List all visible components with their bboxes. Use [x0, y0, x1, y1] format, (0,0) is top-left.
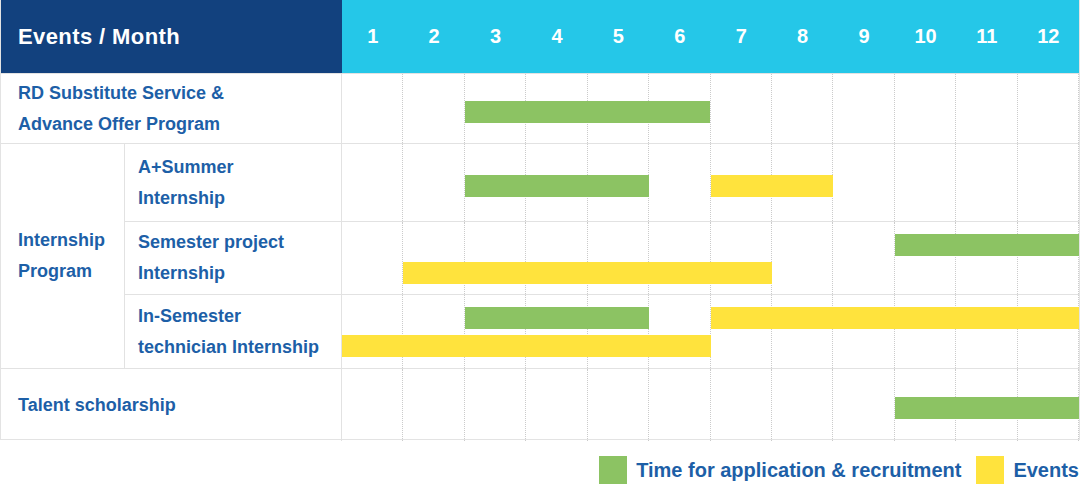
gantt-bar-yellow	[342, 335, 711, 357]
internship-program-group: Internship Program A+Summer Internship S…	[1, 143, 1079, 368]
legend: Time for application & recruitment Event…	[599, 456, 1079, 484]
month-grid-cell	[772, 222, 833, 294]
month-grid-cell	[833, 369, 894, 441]
month-grid-cell	[1018, 222, 1079, 294]
row-label-in-semester: In-Semester technician Internship	[125, 295, 342, 368]
legend-label-events: Events	[1013, 459, 1079, 482]
green-legend-swatch	[599, 456, 627, 484]
table-header-row: Events / Month 123456789101112	[1, 0, 1079, 73]
row-label-semester-project: Semester project Internship	[125, 222, 342, 294]
gantt-bar-green	[895, 234, 1079, 256]
month-header-6: 6	[649, 0, 710, 73]
month-header-2: 2	[403, 0, 464, 73]
timeline-semester-project	[342, 222, 1079, 294]
group-label-internship-program: Internship Program	[1, 144, 125, 368]
month-grid-cell	[342, 369, 403, 441]
month-grid-cell	[895, 144, 956, 221]
legend-item-events: Events	[976, 456, 1079, 484]
month-grid-cell	[833, 144, 894, 221]
timeline-talent-scholarship	[342, 369, 1079, 441]
header-title: Events / Month	[18, 24, 180, 50]
month-header-11: 11	[956, 0, 1017, 73]
month-grid-cell	[956, 74, 1017, 143]
month-header-9: 9	[833, 0, 894, 73]
month-grid-cell	[403, 144, 464, 221]
row-a-summer: A+Summer Internship	[125, 144, 1079, 221]
row-talent-scholarship: Talent scholarship	[1, 368, 1079, 441]
month-grid-cell	[711, 74, 772, 143]
timeline-in-semester	[342, 295, 1079, 368]
gantt-bar-yellow	[711, 175, 834, 197]
month-grid-cell	[649, 295, 710, 368]
gantt-bar-green	[465, 101, 711, 123]
yellow-legend-swatch	[976, 456, 1004, 484]
month-grid-cell	[833, 222, 894, 294]
month-grid-cell	[833, 295, 894, 368]
gantt-bar-yellow	[711, 307, 1080, 329]
events-table: Events / Month 123456789101112 RD Substi…	[0, 0, 1080, 440]
month-grid-cell	[588, 369, 649, 441]
month-grid-cell	[772, 295, 833, 368]
month-grid-cell	[772, 369, 833, 441]
month-grid-cell	[956, 295, 1017, 368]
row-label-rd-substitute: RD Substitute Service & Advance Offer Pr…	[1, 74, 342, 143]
month-grid-cell	[772, 74, 833, 143]
month-grid-cell	[342, 295, 403, 368]
gantt-bar-green	[465, 307, 649, 329]
month-grid-cell	[342, 222, 403, 294]
month-grid-cell	[895, 222, 956, 294]
month-grid-cell	[342, 74, 403, 143]
month-grid-cell	[956, 222, 1017, 294]
month-grid-cell	[649, 369, 710, 441]
header-title-cell: Events / Month	[1, 0, 342, 73]
month-grid-cell	[711, 369, 772, 441]
month-header-3: 3	[465, 0, 526, 73]
internship-subrows: A+Summer Internship Semester project Int…	[125, 144, 1079, 368]
month-grid-cell	[526, 369, 587, 441]
month-header-7: 7	[711, 0, 772, 73]
month-grid-cell	[895, 295, 956, 368]
month-grid-cell	[711, 295, 772, 368]
month-grid-cell	[342, 144, 403, 221]
gantt-chart: Events / Month 123456789101112 RD Substi…	[0, 0, 1080, 494]
month-header-8: 8	[772, 0, 833, 73]
month-grid-cell	[1018, 144, 1079, 221]
month-grid-cell	[403, 295, 464, 368]
gantt-bar-green	[895, 397, 1079, 419]
month-grid-cell	[526, 295, 587, 368]
legend-label-application: Time for application & recruitment	[636, 459, 961, 482]
gantt-bar-green	[465, 175, 649, 197]
month-grid-cell	[895, 74, 956, 143]
month-header-row: 123456789101112	[342, 0, 1079, 73]
gantt-bar-yellow	[403, 262, 772, 284]
month-header-1: 1	[342, 0, 403, 73]
timeline-rd-substitute	[342, 74, 1079, 143]
month-grid-cell	[465, 295, 526, 368]
month-header-5: 5	[588, 0, 649, 73]
timeline-a-summer	[342, 144, 1079, 221]
row-label-talent-scholarship: Talent scholarship	[1, 369, 342, 441]
month-grid-cell	[465, 369, 526, 441]
month-grid-cell	[1018, 295, 1079, 368]
month-grid-cell	[649, 144, 710, 221]
month-grid-cell	[833, 74, 894, 143]
row-rd-substitute: RD Substitute Service & Advance Offer Pr…	[1, 73, 1079, 143]
month-header-12: 12	[1018, 0, 1079, 73]
month-grid-cell	[588, 295, 649, 368]
legend-item-application: Time for application & recruitment	[599, 456, 961, 484]
month-grid-cell	[956, 144, 1017, 221]
month-grid-cell	[403, 74, 464, 143]
month-header-4: 4	[526, 0, 587, 73]
month-grid-cell	[403, 369, 464, 441]
row-semester-project: Semester project Internship	[125, 221, 1079, 294]
month-grid-cell	[1018, 74, 1079, 143]
month-header-10: 10	[895, 0, 956, 73]
row-label-a-summer: A+Summer Internship	[125, 144, 342, 221]
row-in-semester: In-Semester technician Internship	[125, 294, 1079, 368]
